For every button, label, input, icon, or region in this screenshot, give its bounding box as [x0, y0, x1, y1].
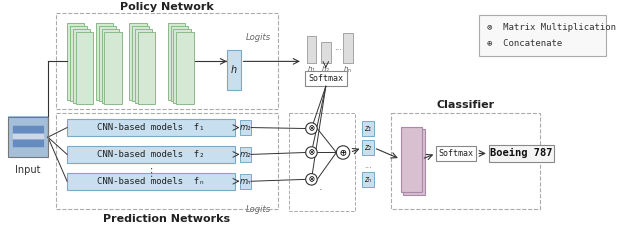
Bar	[403, 129, 424, 195]
Bar	[362, 121, 374, 136]
Bar	[8, 117, 48, 157]
Text: CNN-based models  fₙ: CNN-based models fₙ	[97, 177, 205, 186]
Bar	[67, 173, 235, 190]
Text: CNN-based models  f₁: CNN-based models f₁	[97, 123, 205, 132]
Text: Logits: Logits	[246, 33, 271, 42]
Text: Softmax: Softmax	[308, 74, 343, 83]
Bar	[362, 140, 374, 155]
Bar	[401, 127, 422, 192]
Bar	[104, 32, 122, 104]
Bar	[239, 173, 251, 189]
Text: ⊗  Matrix Multiplication: ⊗ Matrix Multiplication	[487, 23, 616, 32]
Bar	[56, 113, 278, 209]
Text: .: .	[319, 182, 323, 192]
Text: h: h	[231, 65, 237, 75]
Text: Policy Network: Policy Network	[120, 2, 214, 11]
Bar	[135, 29, 152, 103]
Text: z₁: z₁	[365, 124, 371, 133]
Circle shape	[337, 146, 350, 159]
Text: ⊕  Concatenate: ⊕ Concatenate	[487, 39, 562, 48]
Text: mₙ: mₙ	[239, 177, 251, 186]
Bar	[168, 23, 185, 100]
Bar	[239, 147, 251, 162]
Bar	[171, 26, 188, 101]
Bar	[305, 71, 347, 86]
Text: m₁: m₁	[239, 123, 251, 132]
Text: $h_n$: $h_n$	[343, 65, 353, 75]
Bar	[343, 33, 353, 63]
Text: ⊗: ⊗	[308, 124, 314, 133]
Bar	[102, 29, 119, 103]
Bar	[67, 119, 235, 136]
Text: Boeing 787: Boeing 787	[490, 148, 552, 158]
Bar	[289, 113, 355, 211]
Bar	[56, 14, 278, 109]
Text: Softmax: Softmax	[438, 149, 474, 158]
Bar	[321, 42, 331, 63]
Bar	[391, 113, 540, 209]
Bar	[362, 172, 374, 187]
Text: ⋮: ⋮	[145, 168, 157, 178]
Bar	[132, 26, 150, 101]
Bar	[67, 23, 84, 100]
Text: Logits: Logits	[246, 205, 271, 214]
Bar	[129, 23, 147, 100]
Bar	[76, 32, 93, 104]
Text: ⊗: ⊗	[308, 148, 314, 157]
Bar	[307, 36, 316, 63]
Text: Prediction Networks: Prediction Networks	[103, 214, 230, 224]
Bar	[96, 23, 113, 100]
Text: ⊗: ⊗	[308, 174, 314, 184]
Bar	[173, 29, 191, 103]
Text: ...: ...	[335, 43, 342, 52]
Bar	[99, 26, 116, 101]
Bar	[138, 32, 156, 104]
Bar	[177, 32, 193, 104]
Text: Input: Input	[15, 165, 40, 175]
Circle shape	[306, 123, 317, 134]
Bar	[70, 26, 87, 101]
Text: $h_1$: $h_1$	[307, 65, 316, 75]
Text: zₙ: zₙ	[365, 175, 371, 184]
Bar	[239, 120, 251, 135]
Text: m₂: m₂	[239, 150, 251, 159]
Bar	[227, 50, 241, 90]
Circle shape	[306, 173, 317, 185]
Text: ⊕: ⊕	[340, 148, 346, 157]
Bar	[67, 146, 235, 163]
Circle shape	[306, 147, 317, 158]
Text: CNN-based models  f₂: CNN-based models f₂	[97, 150, 205, 159]
Text: z₂: z₂	[365, 143, 371, 152]
Text: ...: ...	[364, 161, 372, 170]
Text: $h_2$: $h_2$	[321, 65, 330, 75]
Bar	[479, 15, 605, 56]
Bar	[436, 146, 476, 161]
Text: Classifier: Classifier	[436, 100, 494, 110]
Bar	[489, 145, 554, 162]
Bar	[73, 29, 90, 103]
